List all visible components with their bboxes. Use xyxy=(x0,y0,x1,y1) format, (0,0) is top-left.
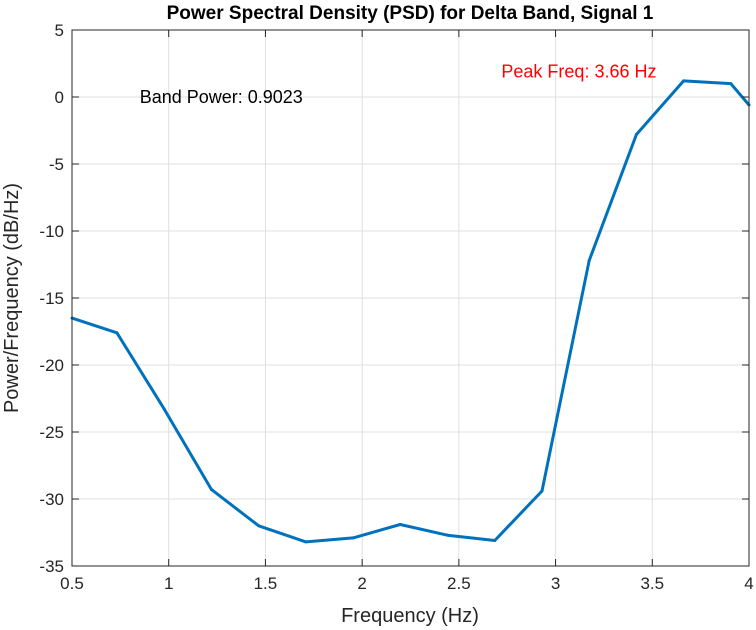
grid-lines xyxy=(72,30,749,566)
psd-data-point xyxy=(682,79,686,83)
psd-data-point xyxy=(634,133,638,137)
y-tick-label: -15 xyxy=(39,289,64,308)
psd-data-point xyxy=(209,488,213,492)
series-layer xyxy=(70,79,751,544)
x-tick-label: 1 xyxy=(164,574,173,593)
psd-data-point xyxy=(445,533,449,537)
psd-data-point xyxy=(398,522,402,526)
psd-series-line xyxy=(71,79,751,544)
y-tick-label: -20 xyxy=(39,356,64,375)
x-axis-label: Frequency (Hz) xyxy=(341,605,479,627)
x-tick-label: 1.5 xyxy=(254,574,278,593)
x-tick-label: 0.5 xyxy=(60,574,84,593)
y-axis-label: Power/Frequency (dB/Hz) xyxy=(1,183,23,413)
y-tick-label: -30 xyxy=(39,490,64,509)
psd-data-point xyxy=(587,258,591,262)
psd-data-point xyxy=(351,536,355,540)
y-tick-label: -5 xyxy=(49,155,64,174)
x-tick-label: 2 xyxy=(357,574,366,593)
y-tick-label: -10 xyxy=(39,222,64,241)
band-power-annotation: Band Power: 0.9023 xyxy=(140,87,303,107)
psd-data-point xyxy=(115,331,119,335)
y-tick-label: 5 xyxy=(55,21,64,40)
y-tick-label: 0 xyxy=(55,88,64,107)
peak-frequency-annotation: Peak Freq: 3.66 Hz xyxy=(501,62,656,82)
psd-data-point xyxy=(729,82,733,86)
x-tick-label: 2.5 xyxy=(447,574,471,593)
y-tick-label: -35 xyxy=(39,557,64,576)
psd-data-point xyxy=(162,407,166,411)
x-tick-label: 4 xyxy=(744,574,753,593)
y-tick-label: -25 xyxy=(39,423,64,442)
psd-data-point xyxy=(493,539,497,543)
chart-title: Power Spectral Density (PSD) for Delta B… xyxy=(167,3,654,24)
axis-ticks: 0.5 1 1.5 2 2.5 3 3.5 4 -35 -30 -25 -20 -15 -10 -5 0 5 xyxy=(39,21,753,593)
x-tick-label: 3.5 xyxy=(640,574,664,593)
psd-data-point xyxy=(257,524,261,528)
psd-data-point xyxy=(540,489,544,493)
annotations: Band Power: 0.9023 Peak Freq: 3.66 Hz xyxy=(140,62,657,107)
x-tick-label: 3 xyxy=(551,574,560,593)
psd-data-point xyxy=(304,540,308,544)
